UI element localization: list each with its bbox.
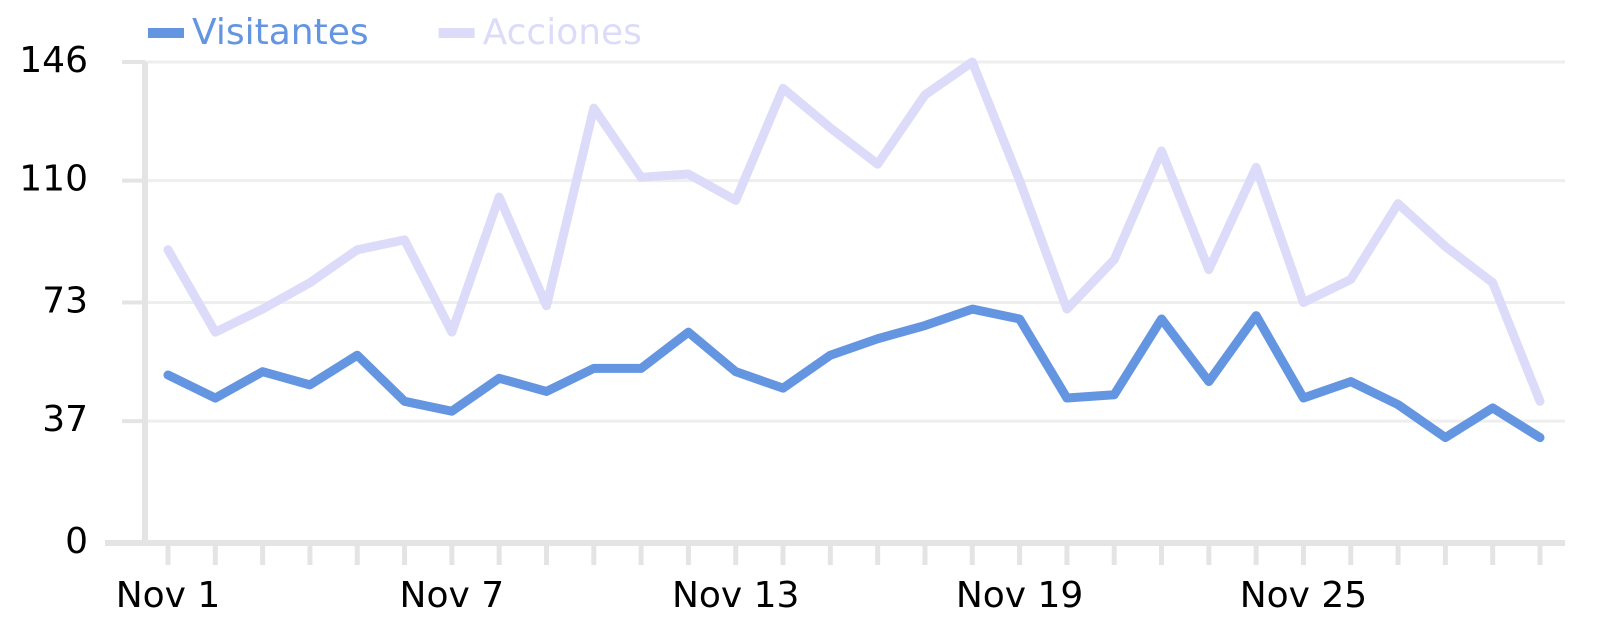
x-tick-label: Nov 1 [116,575,221,616]
x-tick-label: Nov 19 [956,575,1084,616]
y-tick-label: 73 [42,281,88,322]
y-tick-label: 37 [42,399,88,440]
y-tick-label: 0 [65,521,88,562]
series-line [163,304,1545,443]
y-tick-label: 110 [19,159,88,200]
legend-label: Visitantes [192,12,369,53]
x-tick-label: Nov 13 [672,575,800,616]
x-tick-label: Nov 7 [400,575,505,616]
series-line [163,57,1545,406]
y-tick-label: 146 [19,40,88,81]
legend-label: Acciones [483,12,642,53]
x-tick-label: Nov 25 [1240,575,1368,616]
